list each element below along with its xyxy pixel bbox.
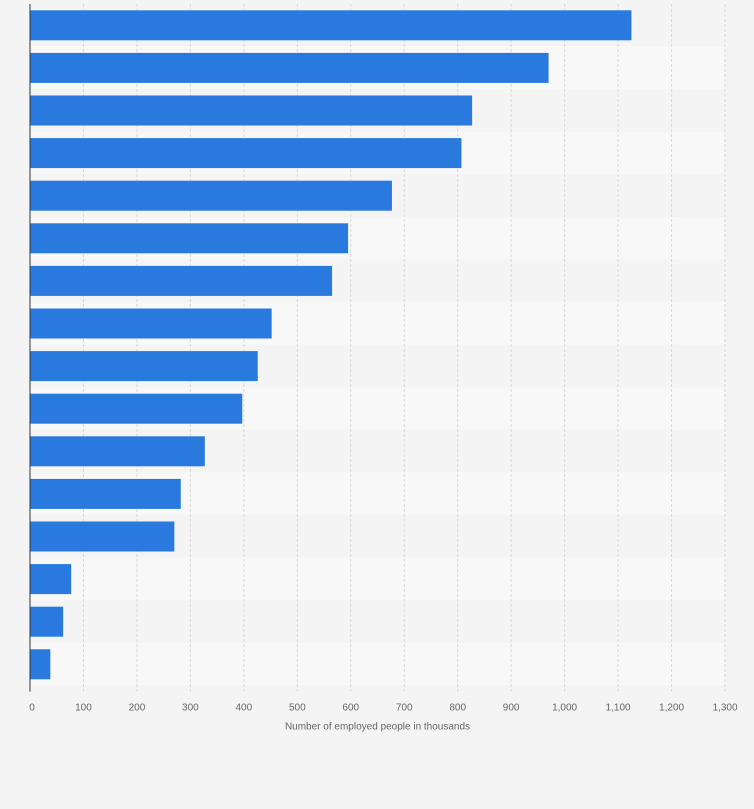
row-band — [30, 643, 725, 686]
x-axis-title: Number of employed people in thousands — [285, 722, 470, 733]
bars — [30, 10, 632, 680]
x-tick-label: 400 — [236, 703, 253, 714]
bar[interactable] — [30, 308, 272, 339]
bar[interactable] — [30, 564, 72, 595]
x-tick-label: 300 — [182, 703, 199, 714]
bar[interactable] — [30, 521, 175, 552]
bar[interactable] — [30, 478, 181, 509]
bar[interactable] — [30, 223, 349, 254]
bar[interactable] — [30, 10, 632, 41]
x-tick-labels: 0 100 200 300 400 500 600 700 800 900 1,000 1,100 1,… — [29, 703, 738, 714]
row-band — [30, 557, 725, 601]
x-tick-label: 100 — [75, 703, 92, 714]
x-tick-label: 1,200 — [659, 703, 684, 714]
bar[interactable] — [30, 649, 51, 680]
x-tick-label: 800 — [449, 703, 466, 714]
x-tick-label: 0 — [29, 703, 35, 714]
bar[interactable] — [30, 52, 549, 83]
x-tick-label: 1,100 — [606, 703, 631, 714]
bar[interactable] — [30, 393, 243, 424]
x-tick-label: 700 — [396, 703, 413, 714]
bar[interactable] — [30, 180, 392, 211]
gridlines — [82, 4, 726, 692]
x-tick-label: 600 — [342, 703, 359, 714]
bar[interactable] — [30, 95, 473, 126]
bar[interactable] — [30, 265, 333, 296]
bar[interactable] — [30, 436, 205, 467]
bar[interactable] — [30, 351, 258, 382]
bar[interactable] — [30, 138, 462, 169]
x-tick-label: 1,300 — [712, 703, 737, 714]
row-band — [30, 600, 725, 643]
x-tick-label: 1,000 — [552, 703, 577, 714]
x-tick-label: 500 — [289, 703, 306, 714]
bar[interactable] — [30, 606, 64, 637]
x-tick-label: 900 — [503, 703, 520, 714]
x-tick-label: 200 — [129, 703, 146, 714]
